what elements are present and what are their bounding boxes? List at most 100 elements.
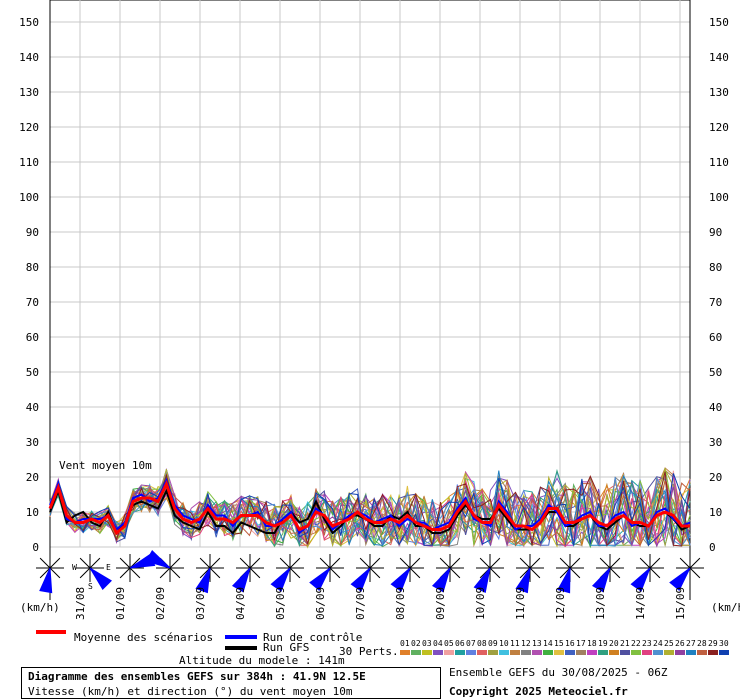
date-label: 09/09 (434, 587, 447, 620)
y-tick-left: 130 (19, 86, 39, 99)
date-label: 15/09 (674, 587, 687, 620)
member-swatch (466, 650, 476, 655)
legend-perts-label: 30 Perts. (339, 645, 399, 658)
member-swatch (708, 650, 718, 655)
date-label: 10/09 (474, 587, 487, 620)
wind-arrow (36, 554, 64, 594)
main-series (48, 477, 691, 536)
member-swatch (433, 650, 443, 655)
member-line (49, 469, 691, 547)
member-swatch (488, 650, 498, 655)
wind-arrow (231, 554, 264, 593)
date-label: 06/09 (314, 587, 327, 620)
member-number: 08 (477, 639, 487, 648)
y-tick-left: 120 (19, 121, 39, 134)
date-label: 08/09 (394, 587, 407, 620)
member-swatch (576, 650, 586, 655)
member-number: 30 (719, 639, 729, 648)
member-swatch (642, 650, 652, 655)
copyright-label: Copyright 2025 Meteociel.fr (449, 685, 628, 698)
wind-arrow (390, 554, 424, 592)
date-label: 07/09 (354, 587, 367, 620)
y-tick-left: 140 (19, 51, 39, 64)
member-swatch (565, 650, 575, 655)
y-tick-right: 130 (709, 86, 729, 99)
member-number: 19 (598, 639, 608, 648)
y-tick-right: 50 (709, 366, 722, 379)
altitude-label: Altitude du modele : 141m (179, 654, 345, 667)
member-number: 23 (642, 639, 652, 648)
y-tick-right: 120 (709, 121, 729, 134)
wind-arrow (270, 554, 304, 592)
member-number: 03 (422, 639, 432, 648)
wind-arrow (669, 554, 704, 591)
member-number: 10 (499, 639, 509, 648)
compass-s: S (88, 582, 93, 591)
member-swatch (598, 650, 608, 655)
member-number: 29 (708, 639, 718, 648)
member-number: 15 (554, 639, 564, 648)
y-tick-right: 20 (709, 471, 722, 484)
grid (49, 0, 691, 600)
y-tick-right: 100 (709, 191, 729, 204)
y-tick-left: 0 (32, 541, 39, 554)
member-swatch (675, 650, 685, 655)
member-swatch (532, 650, 542, 655)
y-tick-left: 60 (26, 331, 39, 344)
member-swatch (686, 650, 696, 655)
date-label: 01/09 (114, 587, 127, 620)
wind-arrow (556, 554, 584, 594)
member-swatch (587, 650, 597, 655)
member-swatch (444, 650, 454, 655)
date-label: 03/09 (194, 587, 207, 620)
member-line (49, 480, 691, 547)
member-line (49, 477, 690, 548)
y-tick-right: 10 (709, 506, 722, 519)
member-swatch (521, 650, 531, 655)
member-swatch (653, 650, 663, 655)
member-swatch (719, 650, 729, 655)
member-number: 12 (521, 639, 531, 648)
member-number: 25 (664, 639, 674, 648)
legend: 01 02 03 04 05 06 07 08 09 10 11 12 13 14 15 16 17 18 19 20… (400, 639, 729, 655)
wind-arrow (591, 554, 624, 593)
y-tick-left: 30 (26, 436, 39, 449)
compass-w: W (72, 563, 77, 572)
member-number: 02 (411, 639, 421, 648)
unit-left: (km/h) (20, 601, 60, 614)
run-label: Ensemble GEFS du 30/08/2025 - 06Z (449, 666, 668, 679)
wind-arrow (76, 554, 113, 591)
y-tick-right: 80 (709, 261, 722, 274)
wind-arrow (116, 553, 156, 582)
legend-gfs-label: Run GFS (263, 641, 309, 654)
y-tick-right: 90 (709, 226, 722, 239)
footer-subtitle: Vitesse (km/h) et direction (°) du vent … (28, 685, 353, 698)
member-swatch (620, 650, 630, 655)
date-axis: 31/08 01/09 02/09 03/09 04/09 05/09 06/09 07/09… (74, 587, 687, 620)
member-swatch (455, 650, 465, 655)
y-tick-left: 20 (26, 471, 39, 484)
footer-box (21, 667, 441, 699)
member-number: 22 (631, 639, 641, 648)
wind-arrow (145, 549, 184, 582)
member-number: 11 (510, 639, 520, 648)
member-number: 17 (576, 639, 586, 648)
date-label: 31/08 (74, 587, 87, 620)
wind-arrow (431, 554, 464, 593)
y-tick-left: 80 (26, 261, 39, 274)
member-number: 05 (444, 639, 454, 648)
date-label: 02/09 (154, 587, 167, 620)
wind-arrow (309, 554, 344, 591)
member-swatch (510, 650, 520, 655)
unit-right: (km/h) (711, 601, 740, 614)
member-number: 13 (532, 639, 542, 648)
member-number: 20 (609, 639, 619, 648)
member-number: 16 (565, 639, 575, 648)
y-tick-right: 60 (709, 331, 722, 344)
wind-arrow (350, 554, 384, 592)
y-tick-right: 150 (709, 16, 729, 29)
wind-arrow (473, 554, 504, 594)
date-label: 12/09 (554, 587, 567, 620)
wind-arrow (630, 554, 664, 592)
member-swatch (477, 650, 487, 655)
